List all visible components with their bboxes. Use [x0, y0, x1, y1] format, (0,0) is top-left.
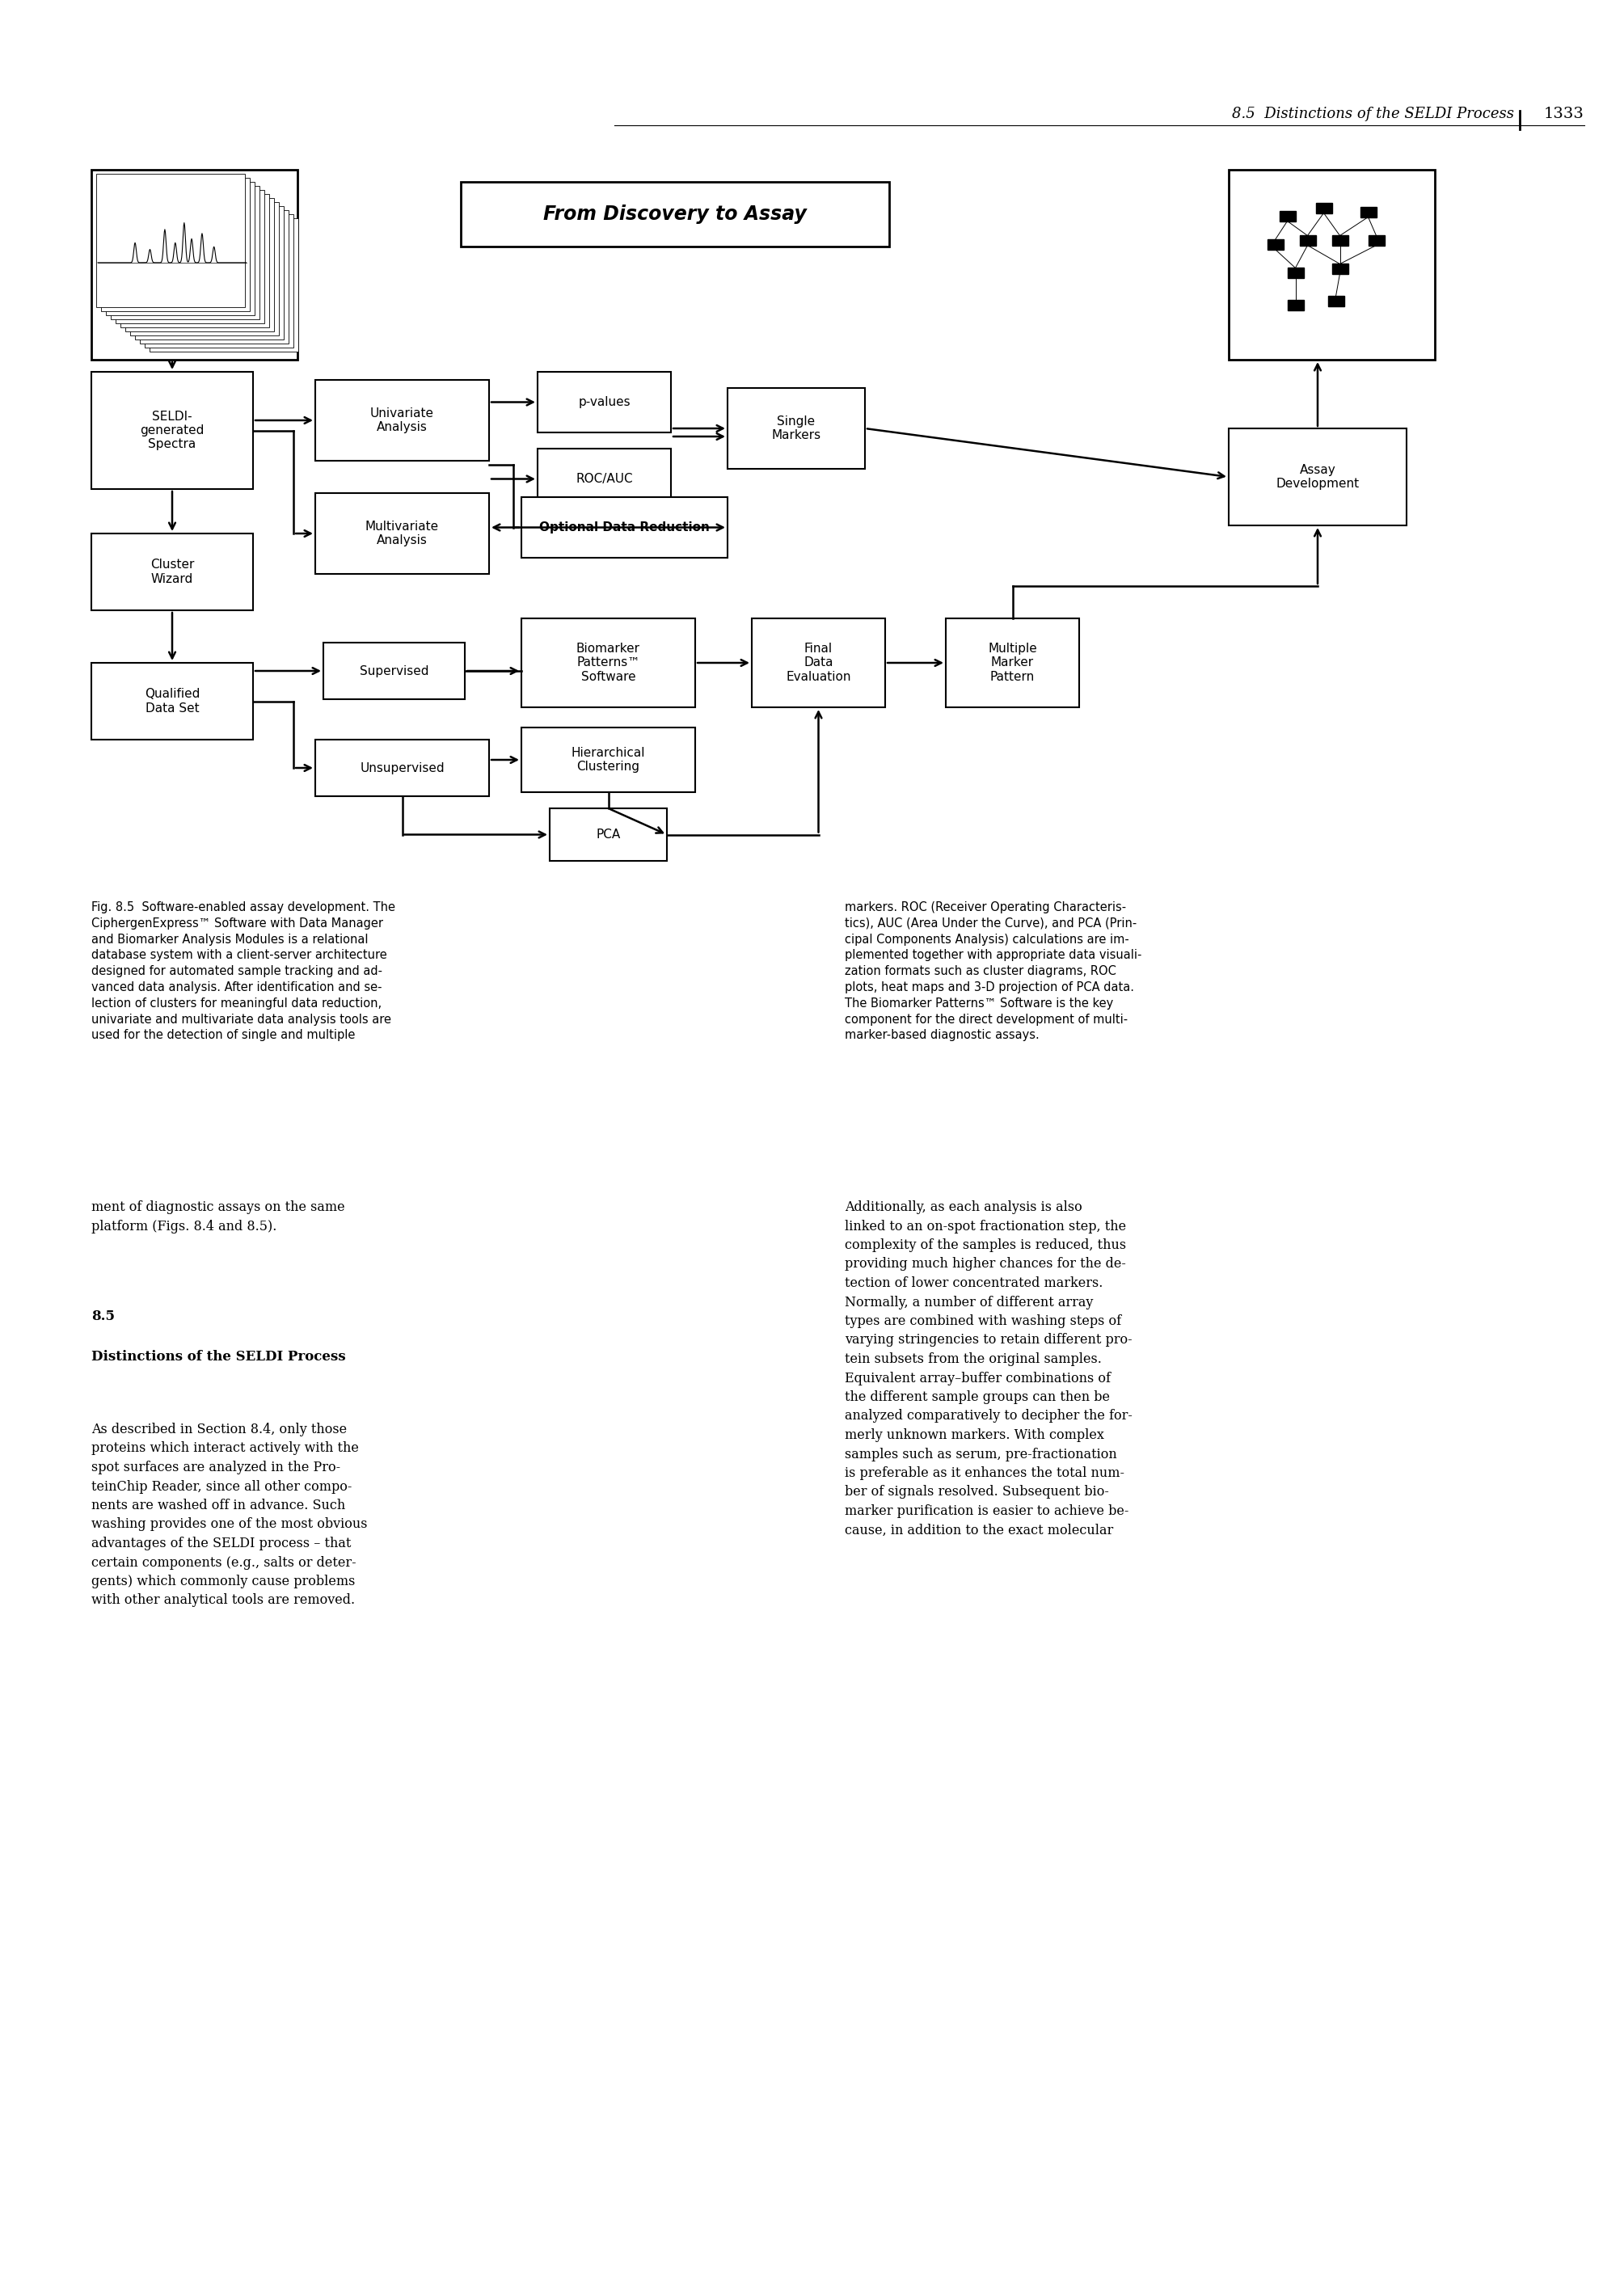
- Bar: [549, 808, 667, 861]
- Bar: [1367, 236, 1384, 245]
- Bar: [149, 218, 297, 350]
- Bar: [91, 371, 253, 490]
- Bar: [91, 534, 253, 611]
- Bar: [1328, 295, 1345, 307]
- Bar: [1288, 268, 1304, 277]
- Bar: [115, 190, 265, 323]
- Bar: [1288, 300, 1304, 311]
- Bar: [130, 202, 279, 334]
- Bar: [1299, 236, 1315, 245]
- Text: Unsupervised: Unsupervised: [361, 763, 445, 774]
- Bar: [96, 174, 245, 307]
- Text: Multivariate
Analysis: Multivariate Analysis: [365, 520, 438, 547]
- Bar: [91, 662, 253, 740]
- Bar: [1332, 263, 1348, 275]
- Text: Biomarker
Patterns™
Software: Biomarker Patterns™ Software: [577, 643, 640, 682]
- Bar: [120, 195, 270, 327]
- Bar: [521, 728, 695, 792]
- Bar: [323, 643, 464, 698]
- Bar: [1229, 428, 1406, 524]
- Text: Cluster
Wizard: Cluster Wizard: [149, 559, 195, 584]
- Text: Distinctions of the SELDI Process: Distinctions of the SELDI Process: [91, 1349, 346, 1363]
- Text: Univariate
Analysis: Univariate Analysis: [370, 408, 434, 433]
- Bar: [1229, 169, 1436, 360]
- Bar: [145, 215, 292, 348]
- Bar: [125, 197, 274, 332]
- Text: 1333: 1333: [1544, 108, 1585, 121]
- Text: From Discovery to Assay: From Discovery to Assay: [544, 204, 807, 224]
- Bar: [538, 449, 671, 508]
- Text: Additionally, as each analysis is also
linked to an on-spot fractionation step, : Additionally, as each analysis is also l…: [844, 1200, 1132, 1537]
- Text: PCA: PCA: [596, 829, 620, 840]
- Bar: [752, 618, 885, 708]
- Bar: [1267, 238, 1283, 250]
- Bar: [110, 185, 260, 318]
- Text: ment of diagnostic assays on the same
platform (Figs. 8.4 and 8.5).: ment of diagnostic assays on the same pl…: [91, 1200, 344, 1232]
- Bar: [538, 371, 671, 433]
- Bar: [101, 179, 250, 311]
- Text: Hierarchical
Clustering: Hierarchical Clustering: [572, 747, 645, 774]
- Bar: [1359, 206, 1376, 218]
- Bar: [135, 206, 284, 339]
- Bar: [945, 618, 1080, 708]
- Text: As described in Section 8.4, only those
proteins which interact actively with th: As described in Section 8.4, only those …: [91, 1422, 367, 1608]
- Bar: [461, 181, 890, 247]
- Bar: [1280, 211, 1296, 222]
- Bar: [521, 618, 695, 708]
- Text: Qualified
Data Set: Qualified Data Set: [145, 687, 200, 714]
- Bar: [521, 497, 728, 559]
- Text: Fig. 8.5  Software-enabled assay development. The
CiphergenExpress™ Software wit: Fig. 8.5 Software-enabled assay developm…: [91, 902, 395, 1042]
- Bar: [140, 211, 289, 343]
- Text: Final
Data
Evaluation: Final Data Evaluation: [786, 643, 851, 682]
- Bar: [728, 387, 866, 469]
- Bar: [1315, 204, 1332, 213]
- Bar: [315, 380, 489, 460]
- Text: p-values: p-values: [578, 396, 630, 408]
- Text: Assay
Development: Assay Development: [1276, 465, 1359, 490]
- Text: SELDI-
generated
Spectra: SELDI- generated Spectra: [140, 410, 205, 451]
- Bar: [1332, 236, 1348, 245]
- Text: Single
Markers: Single Markers: [771, 414, 822, 442]
- Bar: [106, 181, 255, 314]
- Text: 8.5  Distinctions of the SELDI Process: 8.5 Distinctions of the SELDI Process: [1233, 108, 1514, 121]
- Bar: [315, 740, 489, 797]
- Text: Supervised: Supervised: [359, 664, 429, 678]
- Text: Multiple
Marker
Pattern: Multiple Marker Pattern: [987, 643, 1038, 682]
- Text: Optional Data Reduction: Optional Data Reduction: [539, 522, 710, 534]
- Text: 8.5: 8.5: [91, 1310, 115, 1324]
- Bar: [315, 492, 489, 575]
- Text: markers. ROC (Receiver Operating Characteris-
tics), AUC (Area Under the Curve),: markers. ROC (Receiver Operating Charact…: [844, 902, 1142, 1042]
- Text: ROC/AUC: ROC/AUC: [575, 472, 633, 485]
- Bar: [91, 169, 297, 360]
